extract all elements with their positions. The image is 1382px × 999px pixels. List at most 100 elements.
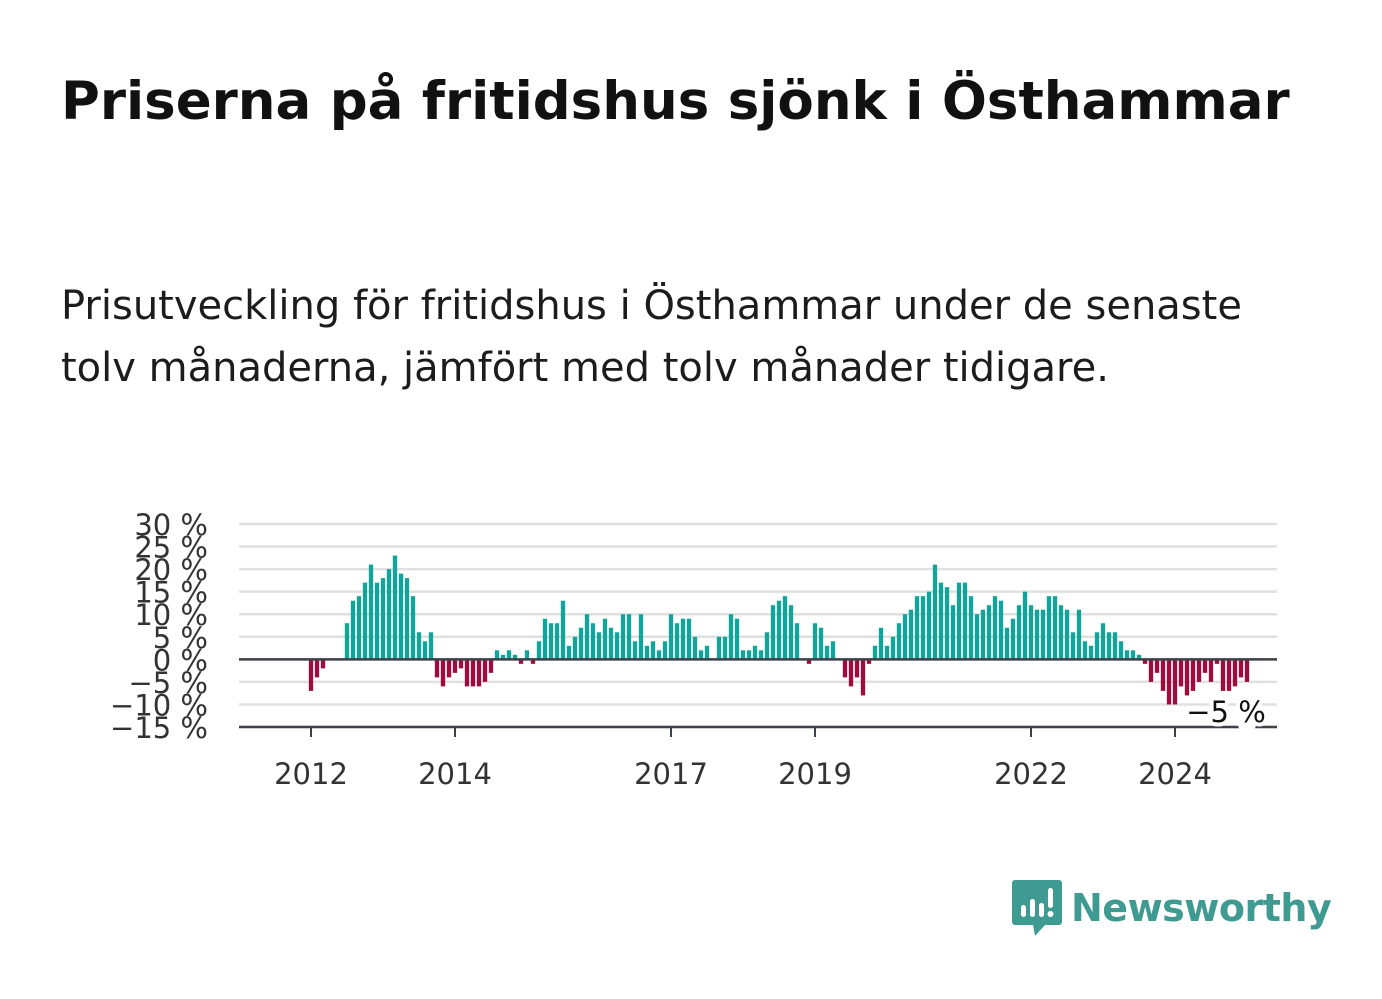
bar [650, 641, 656, 660]
y-tick-label: −10 % [110, 688, 208, 722]
bar [884, 645, 890, 660]
bar [1112, 632, 1118, 660]
bar [482, 659, 488, 682]
bar [644, 645, 650, 660]
y-tick-label: 5 % [153, 621, 208, 655]
bar [974, 614, 980, 660]
bar [380, 578, 386, 660]
bar [668, 614, 674, 660]
bar [986, 605, 992, 660]
bar [1160, 659, 1166, 691]
bar [890, 636, 896, 660]
bar [512, 654, 518, 660]
bar [560, 600, 566, 660]
bar [602, 618, 608, 660]
bar [1202, 659, 1208, 673]
bar [662, 641, 668, 660]
bar [950, 605, 956, 660]
bar [1238, 659, 1244, 678]
bar [1130, 650, 1136, 660]
bar [656, 650, 662, 660]
bar [350, 600, 356, 660]
y-tick-label: 30 % [134, 508, 208, 542]
bar [308, 659, 314, 691]
bar [566, 645, 572, 660]
bar [692, 636, 698, 660]
bar [530, 659, 536, 664]
bar [1148, 659, 1154, 682]
bar [896, 623, 902, 660]
bar [572, 636, 578, 660]
bar [506, 650, 512, 660]
bar [866, 659, 872, 664]
bar [1052, 596, 1058, 660]
bar [944, 587, 950, 660]
bar [782, 596, 788, 660]
bar [1124, 650, 1130, 660]
bar [1178, 659, 1184, 687]
bar [386, 569, 392, 660]
y-tick-label: 20 % [134, 553, 208, 587]
bar [476, 659, 482, 687]
last-value-label: −5 % [1186, 695, 1266, 729]
bar [878, 627, 884, 660]
bar [902, 614, 908, 660]
bar [1076, 609, 1082, 660]
bar [716, 636, 722, 660]
bar [590, 623, 596, 660]
bar [1004, 627, 1010, 660]
bar [458, 659, 464, 669]
bar [1136, 654, 1142, 660]
bar [854, 659, 860, 678]
bar [722, 636, 728, 660]
bar [536, 641, 542, 660]
x-tick-label: 2014 [418, 757, 492, 791]
newsworthy-logo: Newsworthy [1011, 878, 1332, 938]
bar [1208, 659, 1214, 682]
bar [1118, 641, 1124, 660]
bar [746, 650, 752, 660]
bar [368, 564, 374, 660]
y-tick-label: 25 % [134, 531, 208, 565]
bar [1016, 605, 1022, 660]
chart-title: Priserna på fritidshus sjönk i Östhammar [61, 71, 1290, 132]
bar [362, 582, 368, 660]
bar-chart: 30 %25 %20 %15 %10 %5 %0 %−5 %−10 %−15 %… [110, 508, 1277, 791]
bar [752, 645, 758, 660]
bar [1106, 632, 1112, 660]
bar [422, 641, 428, 660]
bar [356, 596, 362, 660]
bar [548, 623, 554, 660]
bar [608, 627, 614, 660]
bar [1064, 609, 1070, 660]
bar [398, 573, 404, 660]
bar [1088, 645, 1094, 660]
bar [314, 659, 320, 678]
bar [740, 650, 746, 660]
bar [518, 659, 524, 664]
bar [494, 650, 500, 660]
bar [698, 650, 704, 660]
bar [1232, 659, 1238, 687]
bar [998, 600, 1004, 660]
bar [1010, 618, 1016, 660]
bar [830, 641, 836, 660]
bar [788, 605, 794, 660]
bar [728, 614, 734, 660]
bar [464, 659, 470, 687]
bar [1196, 659, 1202, 682]
bar [452, 659, 458, 673]
x-axis-ticks: 2012 2014 2017 2019 2022 2024 [274, 727, 1212, 791]
bar [1190, 659, 1196, 691]
bar [632, 641, 638, 660]
bar [1166, 659, 1172, 705]
x-tick-label: 2022 [994, 757, 1068, 791]
y-tick-label: 0 % [153, 643, 208, 677]
y-axis-labels: 30 %25 %20 %15 %10 %5 %0 %−5 %−10 %−15 % [110, 508, 208, 745]
bar [848, 659, 854, 687]
x-tick-label: 2019 [778, 757, 852, 791]
y-tick-label: 15 % [134, 576, 208, 610]
brand-name: Newsworthy [1071, 886, 1332, 930]
bar [1040, 609, 1046, 660]
bar [1184, 659, 1190, 696]
